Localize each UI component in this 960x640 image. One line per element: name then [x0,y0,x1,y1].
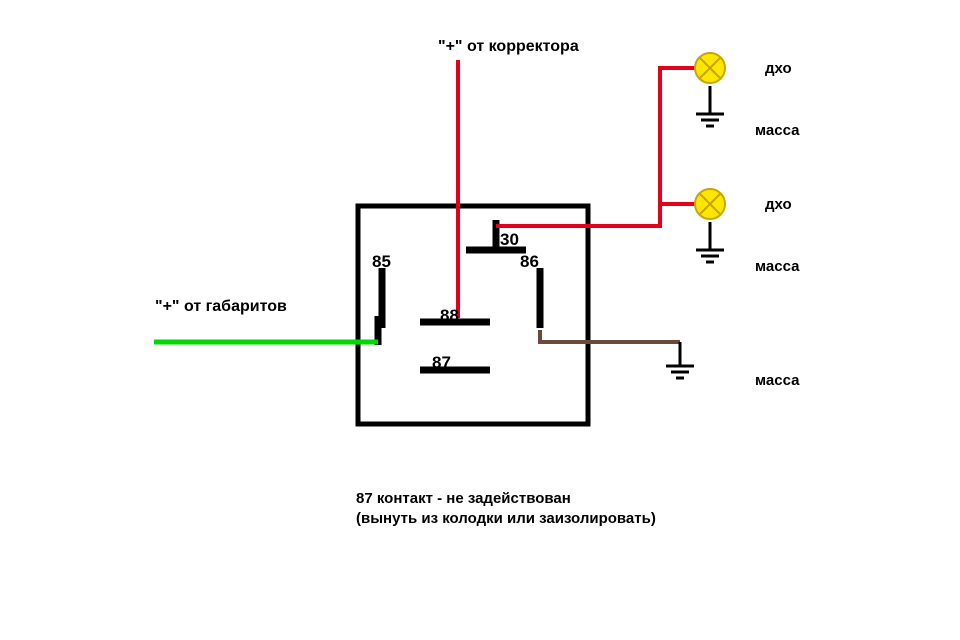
diagram-svg [0,0,960,640]
label-note2: (вынуть из колодки или заизолировать) [356,510,656,527]
label-massa2: масса [755,258,799,275]
label-corrector: "+" от корректора [438,38,579,56]
pin-label-85: 85 [372,252,391,272]
label-note1: 87 контакт - не задействован [356,490,571,507]
label-dxo1: дхо [765,60,792,77]
pin-label-88: 88 [440,306,459,326]
wire-brown_86 [540,330,680,342]
pin-label-86: 86 [520,252,539,272]
label-dxo2: дхо [765,196,792,213]
relay-box [358,206,588,424]
pin-label-87: 87 [432,353,451,373]
label-massa3: масса [755,372,799,389]
pin-label-30: 30 [500,230,519,250]
label-gabarit: "+" от габаритов [155,298,287,316]
diagram-stage: 30 85 86 87 88 "+" от корректора "+" от габари… [0,0,960,640]
label-massa1: масса [755,122,799,139]
